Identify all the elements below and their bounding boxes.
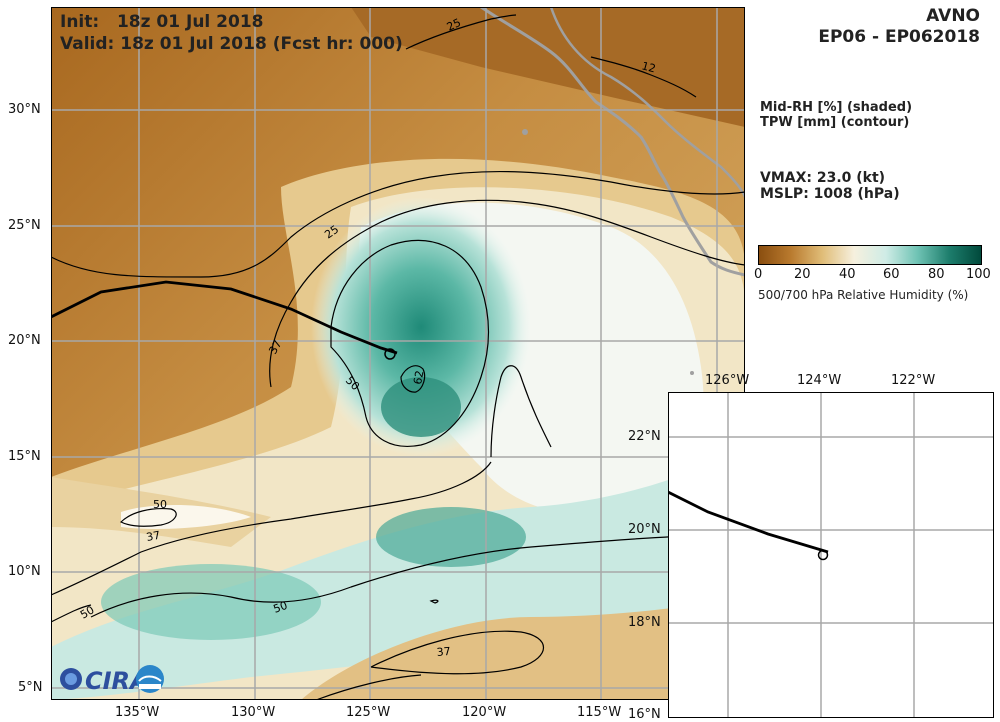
contour-37-s	[370, 630, 545, 675]
storm-position-marker[interactable]	[384, 348, 396, 360]
contour-50-w	[51, 604, 92, 623]
rh-itcz-core-west	[101, 564, 321, 640]
cira-logo: CIRA	[60, 665, 164, 695]
lon-label-120: 120°W	[462, 705, 507, 720]
lon-label-130: 130°W	[231, 705, 276, 720]
contour-label-11: 37	[436, 645, 451, 659]
contour-label-9: 50	[78, 603, 97, 621]
contour-label-7: 50	[153, 498, 167, 511]
contour-37-sw	[51, 461, 492, 596]
inset-map[interactable]	[668, 392, 994, 718]
storm-id: EP06 - EP062018	[818, 27, 980, 47]
init-line: Init: 18z 01 Jul 2018	[60, 12, 264, 32]
contour-50	[330, 239, 490, 447]
valid-line: Valid: 18z 01 Jul 2018 (Fcst hr: 000)	[60, 34, 403, 54]
contour-12	[590, 56, 697, 98]
colorbar-tick-40: 40	[839, 267, 856, 282]
storm-track	[51, 280, 398, 355]
inset-lon-124: 124°W	[797, 373, 842, 388]
colorbar-tick-20: 20	[794, 267, 811, 282]
contour-50-ridge	[490, 365, 552, 458]
contour-label-2: 12	[640, 59, 657, 75]
init-label: Init:	[60, 12, 100, 32]
colorbar-label: 500/700 hPa Relative Humidity (%)	[758, 288, 969, 302]
contour-label-1: 25	[445, 16, 463, 34]
lon-label-125: 125°W	[346, 705, 391, 720]
lat-label-5: 5°N	[18, 680, 43, 695]
lat-label-25: 25°N	[8, 218, 41, 233]
inset-lat-22: 22°N	[628, 429, 661, 444]
inset-storm-track	[668, 490, 829, 554]
contour-50-s	[90, 534, 712, 618]
inset-frame	[668, 392, 994, 718]
inset-lat-16: 16°N	[628, 707, 661, 722]
main-map-frame	[51, 7, 745, 700]
rh-dry-north	[351, 7, 745, 127]
island	[522, 129, 528, 135]
coastline-mainland	[549, 7, 745, 198]
contour-37-edge	[315, 674, 422, 700]
main-gridlines	[51, 7, 745, 700]
coastline-baja	[480, 7, 745, 277]
vmax-text: VMAX: 23.0 (kt)	[760, 170, 886, 186]
legend-contour-text: TPW [mm] (contour)	[760, 115, 910, 130]
inset-lon-122: 122°W	[891, 373, 936, 388]
contour-label-6: 62	[411, 369, 426, 385]
main-map[interactable]: 25 12 25 37 50 62 50 37 50 50 37 CIRA	[51, 7, 745, 700]
lon-label-135: 135°W	[115, 705, 160, 720]
inset-storm-marker[interactable]	[817, 549, 829, 561]
model-name: AVNO	[926, 6, 980, 26]
colorbar-tick-80: 80	[928, 267, 945, 282]
lat-label-10: 10°N	[8, 564, 41, 579]
contour-25-north	[405, 14, 517, 50]
colorbar	[758, 245, 982, 265]
contour-50-sw	[119, 507, 177, 527]
contour-labels: 25 12 25 37 50 62 50 37 50 50 37	[78, 16, 657, 659]
colorbar-tick-0: 0	[754, 267, 763, 282]
rh-storm-max	[381, 377, 461, 437]
inset-lon-126: 126°W	[705, 373, 750, 388]
colorbar-tick-60: 60	[883, 267, 900, 282]
contour-label-4: 37	[266, 338, 284, 357]
inset-background	[668, 392, 994, 718]
rh-pale-patch	[121, 505, 251, 529]
contour-37	[269, 199, 745, 388]
contour-62	[400, 365, 426, 393]
rh-storm-core	[311, 197, 531, 457]
init-time: 18z 01 Jul 2018	[116, 12, 264, 32]
inset-lat-20: 20°N	[628, 522, 661, 537]
lat-label-20: 20°N	[8, 333, 41, 348]
rh-itcz-core-east	[376, 507, 526, 567]
island-2	[690, 371, 694, 375]
lat-label-15: 15°N	[8, 449, 41, 464]
contour-small	[429, 599, 439, 604]
inset-gridlines	[668, 392, 994, 718]
contour-label-10: 50	[272, 599, 290, 616]
inset-lat-18: 18°N	[628, 615, 661, 630]
contour-25	[51, 170, 745, 278]
mslp-text: MSLP: 1008 (hPa)	[760, 186, 900, 202]
tpw-contours	[51, 14, 745, 700]
legend-shaded-text: Mid-RH [%] (shaded)	[760, 100, 913, 115]
colorbar-tick-100: 100	[966, 267, 991, 282]
rh-dry-south	[301, 597, 745, 700]
contour-label-8: 37	[145, 529, 161, 544]
lat-label-30: 30°N	[8, 102, 41, 117]
lon-label-115: 115°W	[577, 705, 622, 720]
